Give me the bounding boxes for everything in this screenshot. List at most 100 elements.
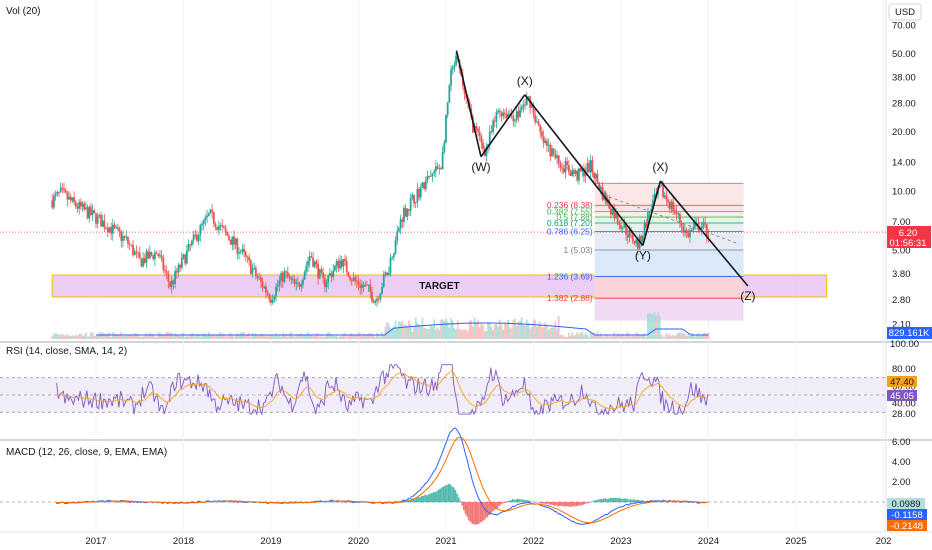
volume-bar <box>596 332 599 339</box>
candle-body <box>530 105 533 108</box>
last-price-value: 6.20 <box>899 228 918 239</box>
candle-body <box>593 172 595 179</box>
macd-histogram-bar <box>638 500 640 503</box>
macd-histogram-bar <box>449 484 452 503</box>
candle-body <box>662 185 664 198</box>
candle-body <box>690 230 693 231</box>
volume-bar <box>207 332 210 339</box>
macd-histogram-bar <box>102 501 105 503</box>
candle-body <box>175 270 178 273</box>
volume-bar <box>487 322 489 339</box>
candle-body <box>342 258 345 267</box>
volume-bar <box>71 335 74 339</box>
candle-body <box>254 267 257 276</box>
macd-histogram-bar <box>488 502 490 516</box>
volume-bar <box>325 333 328 339</box>
volume-indicator-label[interactable]: Vol (20) <box>6 6 40 17</box>
candle-body <box>426 176 429 181</box>
volume-bar <box>381 332 383 339</box>
candle-body <box>667 199 670 203</box>
volume-bar <box>445 318 447 339</box>
volume-bar <box>211 335 214 339</box>
candle-body <box>588 162 590 173</box>
currency-button[interactable]: USD <box>888 3 922 21</box>
price-axis[interactable]: 70.00 50.00 38.00 28.00 20.00 14.00 10.00 7.00 5… <box>892 20 916 330</box>
macd-histogram-bar <box>680 502 682 503</box>
rsi-value: 45.05 <box>890 391 914 402</box>
volume-bar <box>206 336 208 339</box>
volume-bar <box>635 332 638 339</box>
candle-body <box>350 279 353 281</box>
candle-body <box>91 210 94 215</box>
candle-body <box>374 300 377 303</box>
candle-body <box>128 243 131 245</box>
macd-histogram-bar <box>513 499 516 503</box>
volume-bar <box>677 332 680 339</box>
volume-bar <box>500 324 503 339</box>
candle-body <box>387 272 390 275</box>
candle-body <box>564 161 567 173</box>
macd-histogram-bar <box>434 492 437 503</box>
volume-bar <box>657 312 659 339</box>
volume-bar <box>428 328 431 339</box>
candle-body <box>187 244 190 251</box>
volume-bar <box>106 333 109 339</box>
candle-body <box>192 234 195 241</box>
volume-bar <box>396 327 399 339</box>
volume-bar <box>273 336 276 339</box>
volume-bar <box>266 336 269 339</box>
candle-body <box>625 223 627 235</box>
fib-band <box>594 226 744 232</box>
candle-body <box>253 267 256 269</box>
macd-histogram-bar <box>222 501 225 503</box>
candle-body <box>541 131 543 137</box>
volume-bar <box>615 335 617 339</box>
macd-axis[interactable]: 6.004.002.000.00 <box>892 437 911 508</box>
volume-bar <box>138 336 141 339</box>
macd-histogram-bar <box>595 500 598 503</box>
volume-bar <box>630 336 632 339</box>
time-axis[interactable]: 2017 2018 2019 2020 2021 2022 2023 2024 2025 202 <box>85 536 891 547</box>
macd-histogram-bar <box>429 493 431 503</box>
volume-bar <box>404 324 407 339</box>
candle-body <box>286 272 289 277</box>
macd-histogram-bar <box>345 502 347 503</box>
candle-body <box>596 173 599 183</box>
price-tick-label: 7.00 <box>892 217 911 228</box>
candle-body <box>366 284 368 286</box>
macd-histogram-bar <box>461 502 463 506</box>
volume-bar <box>88 336 91 339</box>
macd-indicator-label[interactable]: MACD (12, 26, close, 9, EMA, EMA) <box>6 447 167 458</box>
volume-bar <box>91 332 94 339</box>
candle-body <box>201 224 203 226</box>
rsi-indicator-label[interactable]: RSI (14, close, SMA, 14, 2) <box>6 346 127 357</box>
candle-body <box>578 168 580 181</box>
volume-bar <box>291 335 294 339</box>
fib-band <box>594 298 744 321</box>
fib-level-label: 1.382 (2.86) <box>547 293 593 303</box>
macd-histogram-bar <box>622 498 625 503</box>
candle-body <box>298 283 301 287</box>
price-tick-label: 50.00 <box>892 49 916 60</box>
rsi-ma-line <box>56 370 708 410</box>
volume-bar <box>694 336 696 339</box>
volume-bar <box>665 332 668 339</box>
candle-body <box>379 293 382 300</box>
candle-body <box>652 200 654 210</box>
volume-bar <box>197 333 200 339</box>
candle-body <box>357 281 360 286</box>
volume-bar <box>433 319 436 339</box>
macd-histogram-bar <box>491 502 494 512</box>
macd-histogram-bar <box>548 502 551 505</box>
candle-body <box>672 201 675 211</box>
candle-body <box>645 222 648 228</box>
fib-band <box>594 213 744 220</box>
volume-bar <box>564 336 567 339</box>
volume-bar <box>54 333 57 339</box>
candle-body <box>202 220 205 225</box>
candle-body <box>408 209 410 211</box>
macd-histogram-bar <box>516 498 519 503</box>
volume-bar <box>660 334 663 339</box>
volume-bar <box>541 326 543 339</box>
